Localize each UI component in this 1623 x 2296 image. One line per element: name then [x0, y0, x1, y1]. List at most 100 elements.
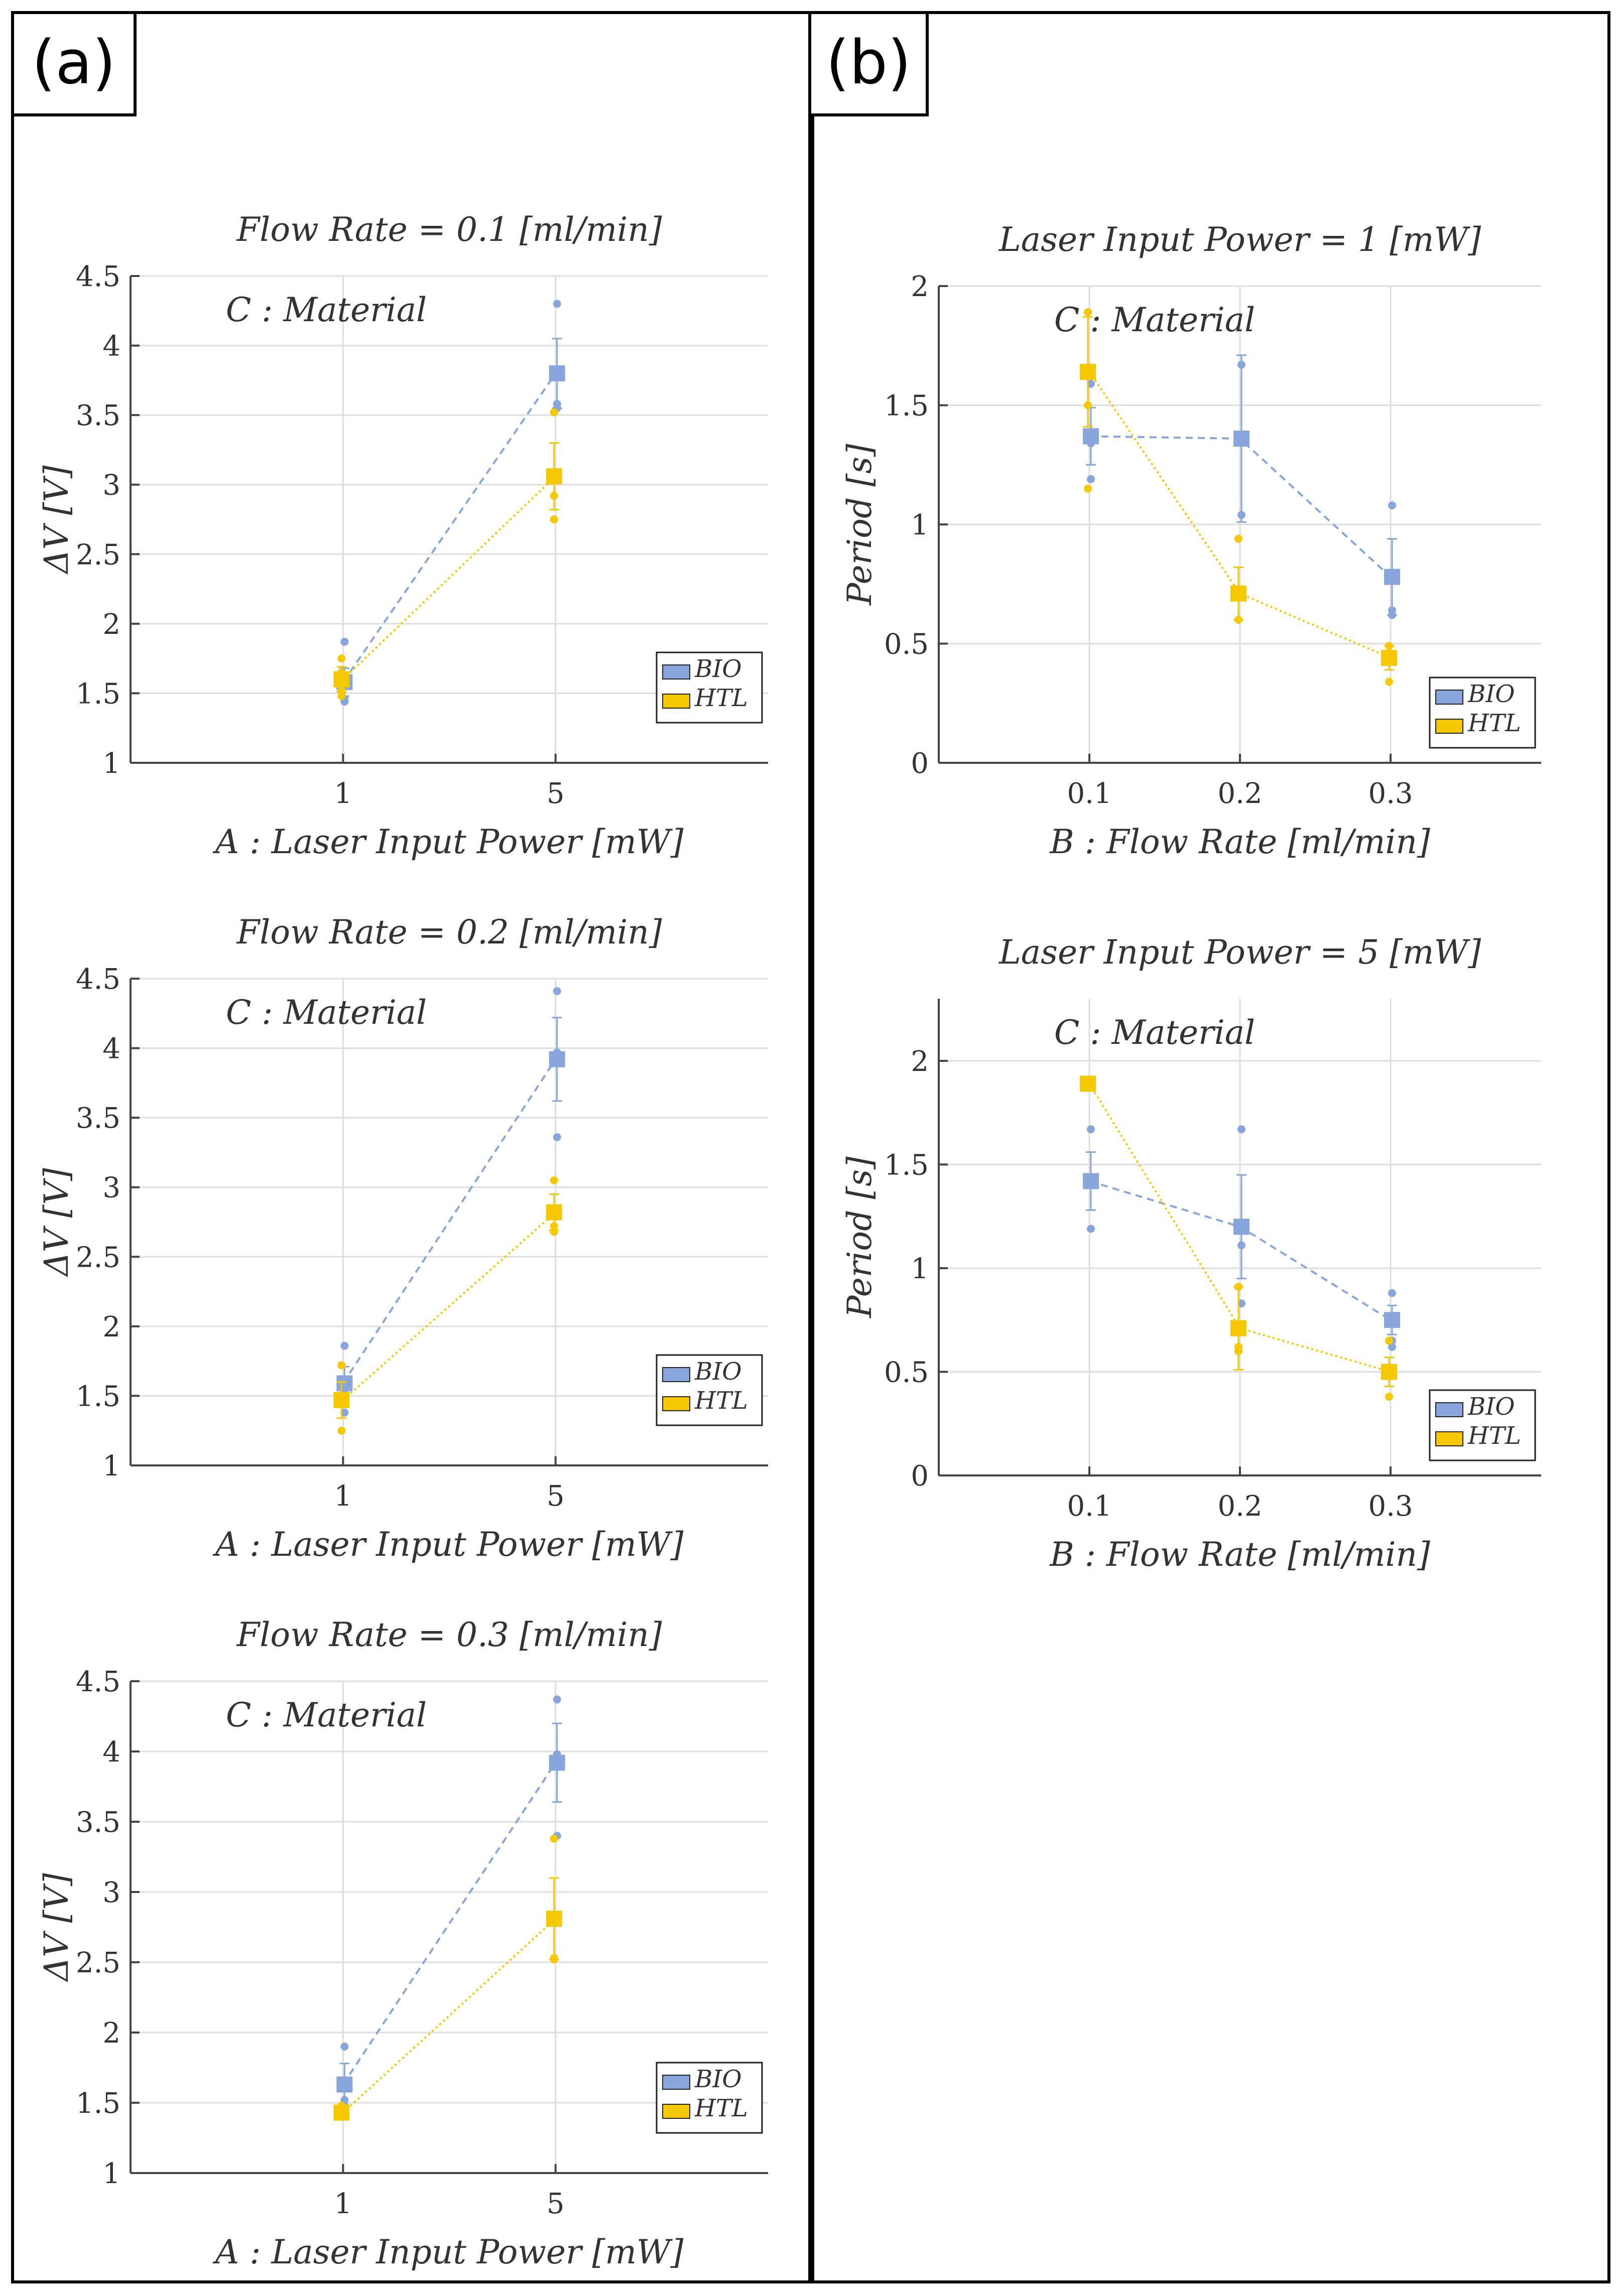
- y-tick-label: 4: [102, 330, 120, 363]
- bio-data-point: [1087, 1225, 1095, 1233]
- chart-title: Laser Input Power = 5 [mW]: [998, 933, 1481, 972]
- htl-data-point: [337, 654, 346, 663]
- x-tick-label: 1: [334, 1480, 352, 1513]
- panel-b-label: (b): [808, 11, 929, 116]
- panel-a-label: (a): [11, 11, 137, 116]
- y-tick-label: 0.5: [884, 628, 929, 661]
- y-tick-label: 1.5: [884, 390, 929, 423]
- x-axis-label: B : Flow Rate [ml/min]: [1049, 1535, 1430, 1574]
- htl-data-point: [550, 1228, 558, 1236]
- bio-data-point: [1237, 360, 1245, 369]
- y-axis-label: Period [s]: [840, 444, 879, 606]
- htl-data-point: [1385, 1393, 1393, 1401]
- chart-title: Flow Rate = 0.2 [ml/min]: [236, 913, 662, 952]
- bio-mean-marker: [1233, 431, 1250, 447]
- x-axis-label: A : Laser Input Power [mW]: [212, 823, 684, 861]
- y-tick-label: 2.5: [76, 1241, 120, 1274]
- y-tick-label: 3: [102, 469, 120, 502]
- chart-annotation: C : Material: [1054, 1013, 1255, 1052]
- y-tick-label: 3.5: [76, 399, 120, 432]
- y-tick-label: 1: [102, 2157, 120, 2190]
- htl-mean-marker: [1381, 650, 1397, 666]
- htl-mean-marker: [1080, 1075, 1096, 1092]
- htl-data-point: [1084, 484, 1092, 493]
- y-tick-label: 3.5: [76, 1102, 120, 1135]
- chart-flow-rate-0-1: 1 1.5 2 2.5 3 3.5 4 4.5 1 5 Flow Rate = 0.1 [ml/mi…: [30, 201, 783, 863]
- y-tick-label: 4.5: [76, 1666, 120, 1698]
- bio-data-point: [340, 637, 349, 646]
- panel-a: (a): [11, 11, 814, 2283]
- y-tick-label: 0.5: [884, 1356, 929, 1389]
- htl-data-point: [337, 1426, 346, 1435]
- bio-data-point: [340, 1408, 349, 1417]
- htl-data-point: [550, 515, 558, 523]
- bio-legend-label: BIO: [1467, 1393, 1515, 1421]
- htl-legend-label: HTL: [694, 2094, 748, 2122]
- y-tick-label: 2: [102, 608, 120, 641]
- bio-legend-swatch: [662, 2075, 690, 2090]
- legend-box: [1429, 1389, 1536, 1461]
- y-tick-label: 1: [102, 747, 120, 780]
- y-tick-label: 4: [102, 1736, 120, 1769]
- chart-svg: 0 0.5 1 1.5 2 0.1 0.2 0.3 Laser Input Power = 5 …: [840, 933, 1541, 1574]
- x-tick-label: 5: [547, 777, 565, 810]
- bio-mean-marker: [1083, 428, 1099, 445]
- htl-data-point: [1084, 401, 1092, 410]
- htl-data-point: [550, 1222, 558, 1231]
- bio-mean-marker: [1083, 1173, 1099, 1189]
- x-tick-label: 5: [547, 1480, 565, 1513]
- y-tick-label: 3.5: [76, 1806, 120, 1839]
- htl-legend-swatch: [1435, 719, 1463, 734]
- htl-data-point: [337, 686, 346, 695]
- htl-legend-label: HTL: [1467, 709, 1521, 737]
- y-tick-label: 1.5: [76, 1380, 120, 1413]
- bio-line: [342, 1058, 557, 1384]
- y-axis-label: ΔV [V]: [37, 1873, 76, 1983]
- y-axis-label: ΔV [V]: [37, 1168, 76, 1278]
- htl-data-point: [550, 1955, 558, 1964]
- htl-mean-marker: [546, 1204, 562, 1221]
- bio-data-point: [1237, 1125, 1245, 1134]
- legend-box: [656, 1354, 763, 1426]
- y-tick-label: 1.5: [76, 678, 120, 710]
- y-tick-label: 1.5: [884, 1149, 929, 1181]
- bio-data-point: [1388, 611, 1396, 619]
- htl-legend-swatch: [1435, 1431, 1463, 1446]
- y-tick-label: 2: [911, 271, 929, 303]
- x-tick-label: 0.3: [1368, 777, 1413, 810]
- chart-annotation: C : Material: [226, 1696, 427, 1734]
- chart-svg: 1 1.5 2 2.5 3 3.5 4 4.5 1 5 Flow Rate = 0.2 [ml/mi…: [37, 913, 768, 1564]
- htl-mean-marker: [1230, 585, 1246, 602]
- htl-data-point: [1234, 1342, 1242, 1351]
- bio-data-point: [1388, 1342, 1396, 1351]
- y-tick-label: 0: [911, 747, 929, 780]
- bio-data-point: [1388, 1289, 1396, 1297]
- htl-mean-marker: [333, 671, 350, 688]
- bio-data-point: [1237, 1299, 1245, 1308]
- htl-data-point: [1385, 642, 1393, 650]
- y-tick-label: 1: [911, 1253, 929, 1285]
- htl-legend-label: HTL: [1467, 1422, 1521, 1450]
- htl-data-point: [1234, 534, 1242, 543]
- chart-laser-power-1: 0 0.5 1 1.5 2 0.1 0.2 0.3 Laser Input Power = 1 …: [823, 211, 1596, 863]
- legend-box: [656, 651, 763, 724]
- bio-mean-marker: [1384, 569, 1400, 585]
- htl-legend-label: HTL: [694, 1387, 748, 1415]
- bio-data-point: [553, 300, 561, 308]
- bio-legend-label: BIO: [694, 655, 742, 683]
- bio-mean-marker: [1233, 1219, 1250, 1235]
- bio-data-point: [1087, 379, 1095, 388]
- x-axis-label: B : Flow Rate [ml/min]: [1049, 823, 1430, 861]
- htl-data-point: [550, 408, 558, 417]
- panel-b: (b): [808, 11, 1610, 2283]
- x-tick-label: 1: [334, 2188, 352, 2220]
- htl-line: [342, 1211, 556, 1401]
- y-tick-label: 0: [911, 1460, 929, 1493]
- y-tick-label: 4: [102, 1033, 120, 1065]
- x-tick-label: 0.1: [1067, 1490, 1111, 1523]
- bio-mean-marker: [336, 1375, 353, 1392]
- x-tick-label: 1: [334, 777, 352, 810]
- htl-mean-marker: [546, 1911, 562, 1927]
- bio-data-point: [1237, 511, 1245, 519]
- bio-line: [342, 372, 557, 683]
